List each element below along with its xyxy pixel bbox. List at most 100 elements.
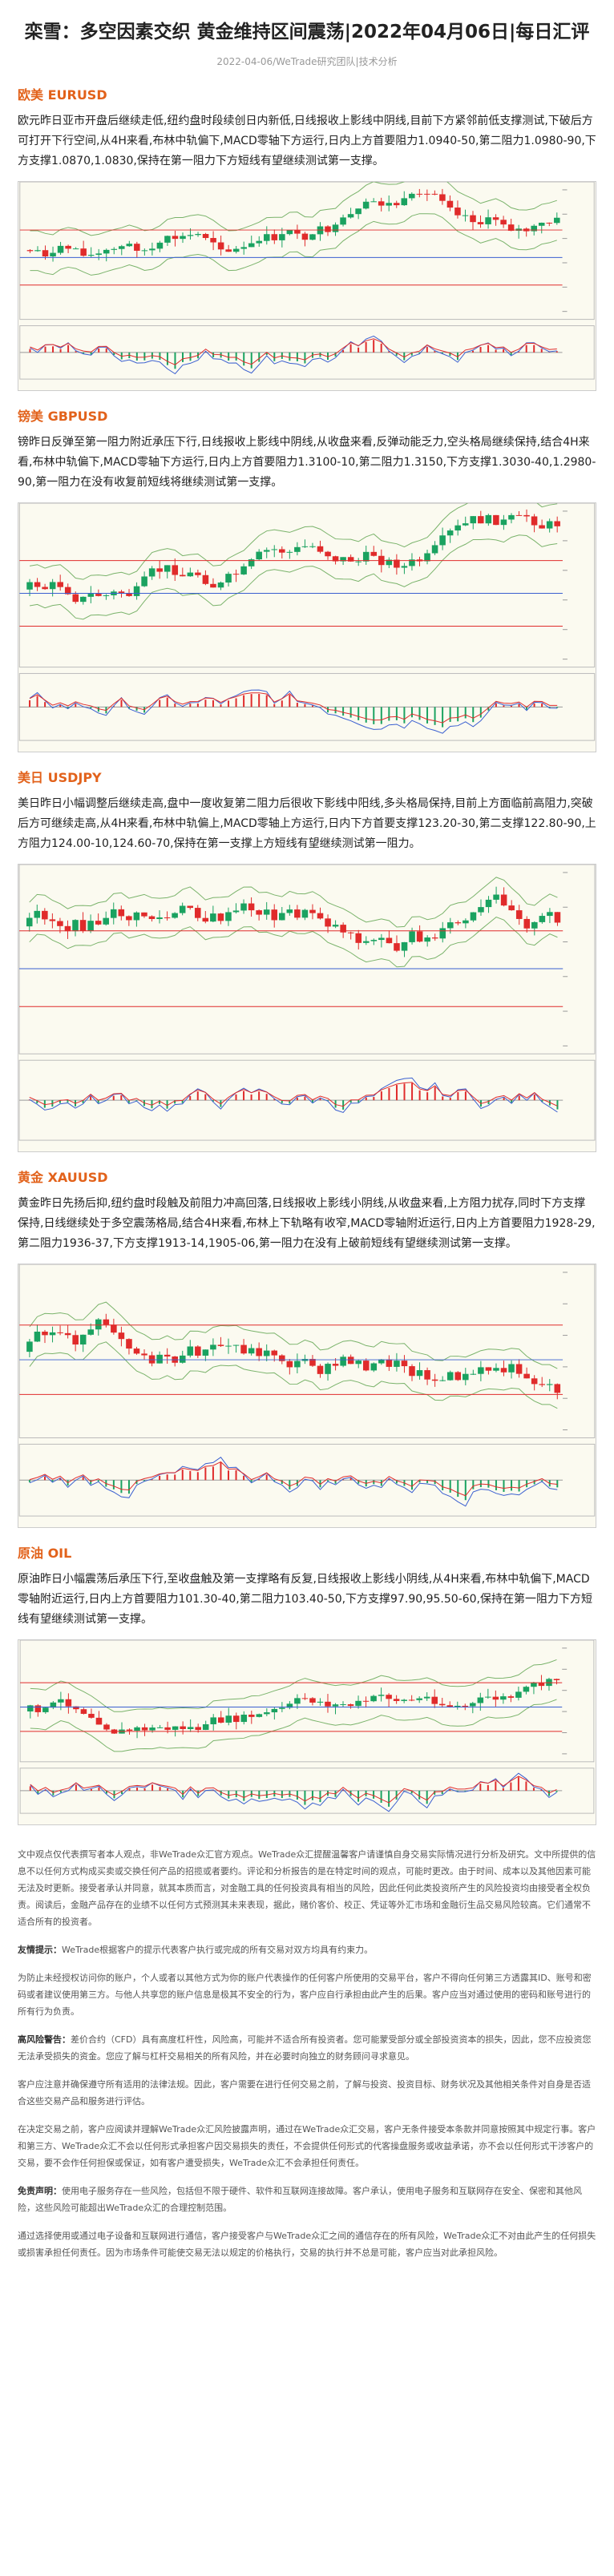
candle-body: [332, 1704, 339, 1707]
candle-body: [286, 1361, 293, 1368]
sections: 欧美 EURUSD 欧元昨日亚市开盘后继续走低,纽约盘时段续创日内新低,日线报收上…: [18, 84, 596, 1825]
candle-body: [172, 913, 178, 918]
section: 欧美 EURUSD 欧元昨日亚市开盘后继续走低,纽约盘时段续创日内新低,日线报收上…: [18, 84, 596, 391]
chart-panel: [19, 182, 595, 320]
candle-body: [80, 596, 87, 603]
candle-body: [554, 1384, 561, 1393]
candle-body: [470, 516, 477, 524]
candle-body: [156, 1727, 164, 1728]
candle-body: [539, 525, 545, 529]
candle-body: [57, 921, 63, 926]
candle-body: [263, 550, 270, 552]
candle-body: [355, 208, 362, 215]
candle-body: [126, 1339, 132, 1349]
candle-body: [264, 234, 270, 241]
candle-body: [210, 583, 216, 588]
macd-line: [29, 689, 558, 734]
candle-body: [134, 1727, 140, 1731]
candle-body: [515, 514, 523, 516]
candle-body: [523, 1373, 530, 1379]
disclaimer-paragraph: 为防止未经授权访问你的账户，个人或者以其他方式为你的账户代表操作的任何客户所使用…: [18, 1969, 596, 2020]
candle-body: [309, 234, 316, 240]
candle-body: [126, 592, 132, 596]
candle-body: [248, 1714, 255, 1717]
candle-body: [309, 1698, 316, 1703]
disclaimer-paragraph: 高风险警告：差价合约（CFD）具有高度杠杆性，风险高，可能并不适合所有投资者。您…: [18, 2031, 596, 2065]
candle-body: [332, 1364, 339, 1366]
chart-image: [18, 502, 596, 752]
candle-body: [187, 235, 194, 236]
candle-body: [478, 1367, 484, 1374]
candle-body: [50, 1702, 57, 1708]
candle-body: [286, 230, 293, 235]
candle-body: [87, 594, 95, 597]
band-line: [29, 503, 558, 580]
candle-body: [180, 236, 186, 240]
candle-body: [325, 1701, 331, 1707]
candle-body: [195, 234, 201, 236]
section-body: 美日昨日小幅调整后继续走高,盘中一度收复第二阻力后很收下影线中阳线,多头格局保持…: [18, 797, 596, 850]
candle-body: [164, 1354, 171, 1357]
candle-body: [26, 250, 34, 252]
candle-body: [73, 1706, 79, 1710]
disclaimer: 文中观点仅代表撰写者本人观点，非WeTrade众汇官方观点。WeTrade众汇提…: [18, 1846, 596, 2261]
candle-body: [446, 200, 454, 208]
candle-body: [309, 546, 316, 547]
candle-body: [446, 530, 454, 536]
candle-body: [49, 919, 56, 921]
chart-panel: [18, 503, 596, 668]
candle-body: [439, 194, 446, 201]
disclaimer-label: 友情提示：: [18, 1945, 62, 1955]
candle-body: [347, 557, 354, 562]
candle-body: [378, 201, 385, 206]
candle-body: [240, 566, 247, 574]
candle-body: [393, 1699, 400, 1701]
candle-body: [111, 248, 118, 250]
candle-body: [126, 1729, 133, 1731]
candle-body: [515, 1364, 523, 1374]
candle-body: [362, 551, 370, 562]
candle-body: [477, 1697, 484, 1703]
candle-body: [133, 912, 140, 921]
candle-body: [148, 916, 156, 920]
candle-body: [240, 1344, 247, 1354]
disclaimer-text: 在决定交易之前，客户应阅读并理解WeTrade众汇风险披露声明，通过在WeTra…: [18, 2124, 596, 2168]
candle-body: [423, 1696, 430, 1699]
candle-body: [87, 921, 94, 931]
candle-body: [156, 1354, 163, 1364]
article: 栾雪：多空因素交织 黄金维持区间震荡|2022年04月06日|每日汇评 2022…: [18, 22, 596, 2261]
band-line: [29, 1341, 558, 1409]
candle-body: [180, 1726, 186, 1729]
signal-line: [29, 1461, 558, 1497]
candle-body: [386, 1695, 392, 1699]
candle-body: [431, 545, 438, 554]
candle-body: [118, 591, 125, 593]
candle-body: [240, 903, 247, 911]
candle-body: [64, 587, 71, 595]
candle-body: [431, 193, 438, 195]
candle-body: [507, 1696, 515, 1698]
candle-body: [546, 521, 553, 529]
candle-body: [523, 1687, 530, 1692]
candle-body: [439, 928, 446, 939]
candle-body: [164, 1727, 171, 1730]
candle-body: [347, 214, 354, 218]
candle-body: [156, 242, 164, 249]
chart-image: [18, 864, 596, 1152]
candle-body: [332, 224, 339, 232]
candle-body: [187, 905, 193, 909]
candle-body: [95, 253, 102, 256]
section: 原油 OIL 原油昨日小幅震荡后承压下行,至收盘触及第一支撑略有反复,日线报收上影…: [18, 1542, 596, 1825]
candle-body: [523, 918, 531, 929]
candle-body: [225, 1345, 232, 1347]
candle-body: [195, 1346, 201, 1356]
candle-body: [141, 1727, 148, 1731]
candle-body: [386, 937, 393, 944]
candle-body: [370, 201, 377, 203]
candle-body: [42, 1331, 48, 1336]
candle-body: [172, 236, 179, 240]
candle-body: [317, 1365, 324, 1374]
candle-body: [72, 920, 79, 932]
chart-image: [18, 1639, 596, 1825]
candle-body: [424, 553, 430, 562]
